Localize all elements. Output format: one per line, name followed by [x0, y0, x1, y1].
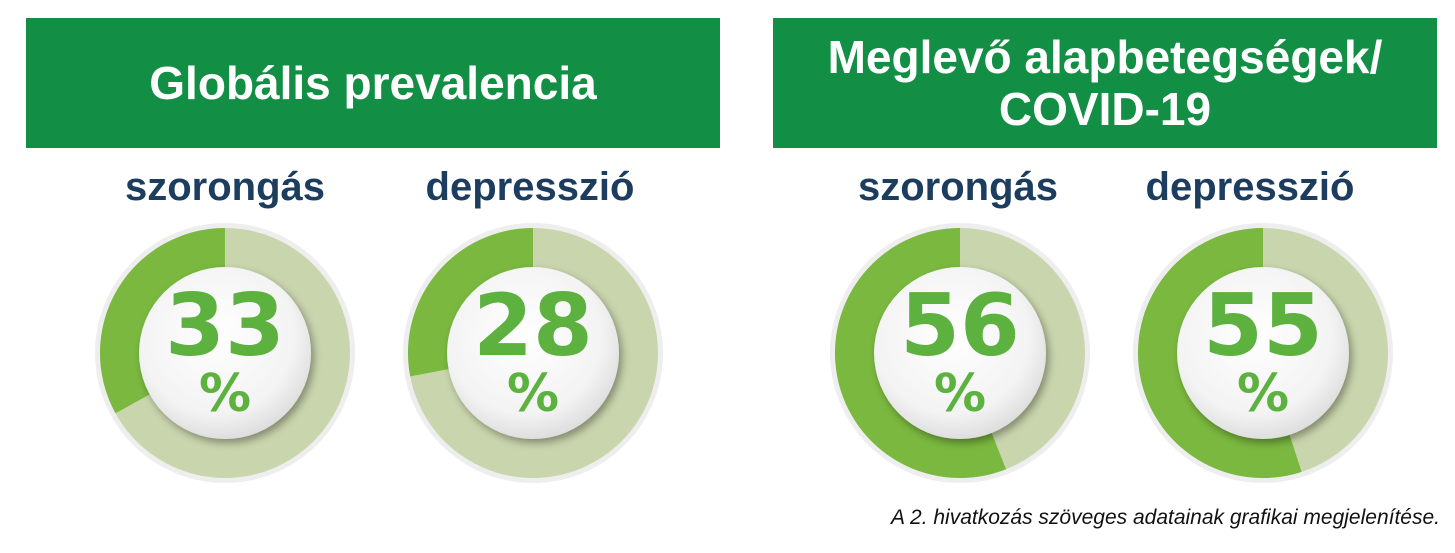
label-panel2-depresszio: depresszió — [1145, 165, 1355, 209]
panel-1-title-line-1: Globális prevalencia — [149, 57, 597, 109]
donut-center — [447, 267, 619, 439]
donut-unit-label: % — [934, 364, 986, 424]
caption: A 2. hivatkozás szöveges adatainak grafi… — [890, 506, 1440, 529]
donut-value-label: 28 — [473, 276, 593, 376]
label-panel1-depresszio: depresszió — [425, 165, 635, 209]
panel-2-title-line-2: COVID-19 — [998, 83, 1212, 135]
donut-value-label: 55 — [1203, 276, 1323, 376]
panel-1-banner: Globális prevalencia — [26, 18, 720, 148]
donut-center — [1177, 267, 1349, 439]
panel-2-title-line-1: Meglevő alapbetegségek/ — [827, 31, 1383, 83]
label-panel1-szorongas: szorongás — [124, 165, 326, 209]
donut-unit-label: % — [199, 364, 251, 424]
label-panel2-szorongas: szorongás — [857, 165, 1059, 209]
donut-center — [139, 267, 311, 439]
donut-unit-label: % — [1237, 364, 1289, 424]
donut-center — [874, 267, 1046, 439]
donut-value-arc — [407, 228, 533, 377]
panel-1-title: Globális prevalencia — [149, 57, 596, 109]
donut-unit-label: % — [507, 364, 559, 424]
donut-value-label: 33 — [165, 276, 285, 376]
panel-2-banner: Meglevő alapbetegségek/ COVID-19 — [773, 18, 1437, 148]
donut-value-arc — [835, 228, 1007, 478]
donut-value-label: 56 — [900, 276, 1020, 376]
donut-value-arc — [1138, 228, 1302, 478]
panel-2-title: Meglevő alapbetegségek/ COVID-19 — [828, 31, 1383, 135]
